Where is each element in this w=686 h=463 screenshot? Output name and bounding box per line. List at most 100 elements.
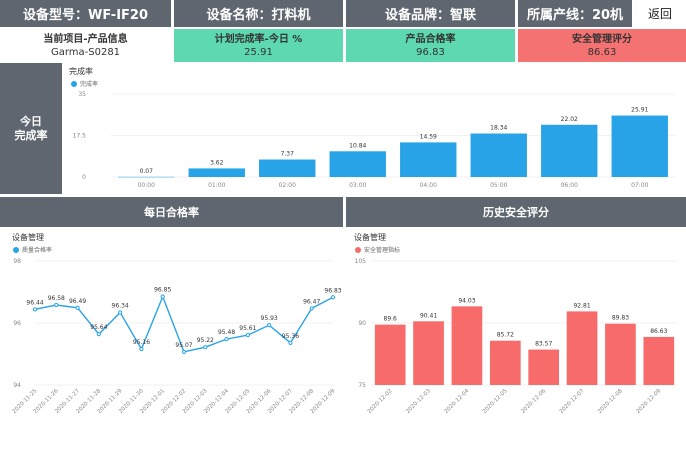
y-tick-label: 90 [358,320,366,327]
x-tick-label: 2020-12-05 [482,388,509,415]
data-point [224,337,229,342]
bar-value-label: 85.72 [497,332,514,339]
kpi-plan-completion-value: 25.91 [244,46,273,58]
x-tick-label: 03:00 [349,182,366,189]
y-tick-label: 17.5 [73,133,87,140]
data-point [181,349,187,354]
bar-value-label: 94.03 [458,297,475,304]
bar-value-label: 3.62 [210,159,224,166]
point-value-label: 95.16 [133,339,150,346]
x-tick-label: 2020-12-09 [635,388,662,415]
point-value-label: 95.22 [197,337,214,344]
production-line: 所属产线：20机 [518,0,632,27]
pass-rate-line-chart: 94969896.442020-11-2596.582020-11-2696.4… [12,258,342,415]
history-safety-panel: 设备管理 安全管理指标 75 90 105 89.6 2020-12-02 90.41 20… [346,227,686,427]
device-model: 设备型号：WF-IF20 [0,0,171,27]
chart1-title: 完成率 [69,67,93,76]
data-point [160,294,165,299]
point-value-label: 96.47 [303,298,320,305]
bar [566,311,598,385]
x-tick-label: 01:00 [208,182,225,189]
point-value-label: 96.58 [48,295,65,302]
kpi-safety-value: 86.63 [587,46,617,58]
legend-dot-icon [13,246,19,253]
y-tick-label: 35 [78,91,86,98]
bar [528,349,560,385]
kpi-plan-completion-title: 计划完成率-今日 % [214,33,303,45]
bar-value-label: 10.84 [349,142,366,149]
y-tick-label: 98 [13,258,21,265]
data-point [118,310,123,315]
chart2-title: 设备管理 [12,233,44,242]
chart3-legend-label: 安全管理指标 [364,247,401,254]
bar [541,124,598,177]
kpi-pass-rate: 产品合格率 96.83 [346,29,515,62]
x-tick-label: 2020-12-02 [367,388,394,415]
chart3-title: 设备管理 [354,233,386,242]
safety-bar-chart: 75 90 105 89.6 2020-12-02 90.41 2020-12-03 94.0… [355,258,678,415]
data-point [245,332,250,338]
device-brand: 设备品牌：智联 [346,0,515,27]
bar-value-label: 89.6 [384,316,398,323]
legend-dot-icon [71,80,77,87]
point-value-label: 96.34 [112,302,129,309]
bar-value-label: 18.34 [490,125,507,132]
data-point [330,295,336,300]
bar-value-label: 14.59 [420,133,437,140]
bar [118,176,175,178]
kpi-project-title: 当前项目-产品信息 [43,33,128,45]
today-label-line1: 今日 [20,114,42,128]
x-tick-label: 06:00 [561,182,578,189]
data-point [54,302,59,308]
bar-value-label: 7.37 [281,151,295,158]
bar-value-label: 90.41 [420,312,437,319]
bar-value-label: 92.81 [573,302,590,309]
daily-pass-rate-header: 每日合格率 [0,197,343,227]
chart1-legend-label: 完成率 [80,81,99,88]
kpi-project: 当前项目-产品信息 Garma-S0281 [0,29,171,62]
data-point [96,332,101,337]
device-name: 设备名称：打料机 [174,0,343,27]
bar-value-label: 22.02 [561,116,578,123]
bar [374,324,406,385]
x-tick-label: 02:00 [279,182,296,189]
bar [413,321,444,385]
x-tick-label: 07:00 [631,182,648,189]
data-point [203,345,208,350]
y-tick-label: 105 [355,258,367,265]
y-tick-label: 0 [82,174,86,181]
point-value-label: 95.07 [175,342,192,349]
point-value-label: 95.93 [261,315,278,322]
bar [400,142,457,177]
point-value-label: 96.44 [26,299,43,306]
x-tick-label: 04:00 [420,182,437,189]
y-tick-label: 75 [358,382,366,389]
data-point [32,307,38,312]
point-value-label: 96.83 [324,287,341,294]
y-tick-label: 94 [13,382,21,389]
x-tick-label: 05:00 [490,182,507,189]
data-point [288,340,293,345]
data-point [309,306,314,311]
daily-pass-rate-panel: 设备管理 质量合格率 94 96 98 96.44 2020-11-25 96.58 202… [0,227,343,427]
chart1-legend: 完成率 [71,79,98,88]
kpi-pass-rate-value: 96.83 [416,46,445,58]
x-tick-label: 2020-12-06 [520,388,547,415]
today-completion-chart-panel: 完成率 完成率 0 17.5 35 0.07 00:00 3.62 01:00 7.37 02:… [63,63,686,194]
point-value-label: 96.49 [69,298,86,305]
point-value-label: 95.64 [90,324,107,331]
x-tick-label: 2020-12-07 [559,388,586,415]
chart2-legend-label: 质量合格率 [22,247,53,254]
x-tick-label: 2020-12-04 [444,388,471,415]
bar [611,115,668,177]
back-button[interactable]: 返回 [634,0,686,27]
bar-value-label: 0.07 [140,168,154,175]
data-point [267,323,272,328]
point-value-label: 95.36 [282,333,299,340]
bar [470,133,527,177]
bar-value-label: 86.63 [650,328,667,335]
point-value-label: 95.61 [239,325,256,332]
kpi-safety-title: 安全管理评分 [572,33,632,45]
today-completion-label: 今日 完成率 [0,63,62,194]
x-tick-label: 2020-12-03 [405,388,432,415]
